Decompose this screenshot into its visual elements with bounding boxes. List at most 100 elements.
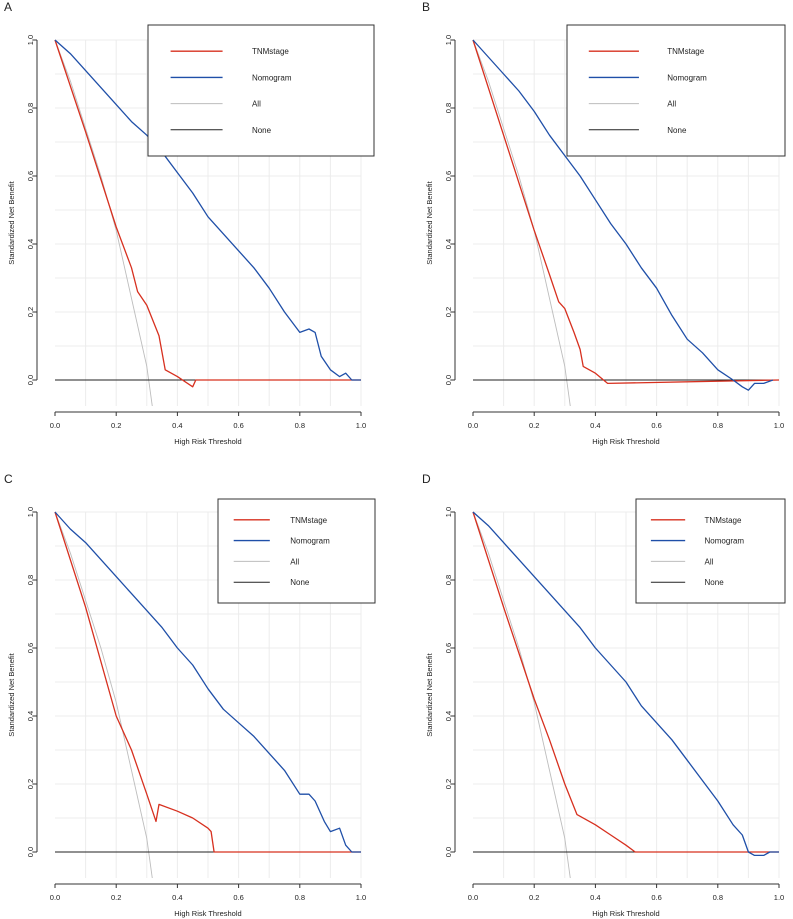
x-tick-label: 0.8 bbox=[713, 893, 723, 902]
x-tick-label: 0.2 bbox=[529, 421, 539, 430]
x-tick-label: 0.8 bbox=[295, 421, 305, 430]
y-tick-label: 0.2 bbox=[444, 779, 453, 789]
x-tick-label: 0.4 bbox=[172, 893, 182, 902]
x-tick-label: 0.2 bbox=[111, 421, 121, 430]
legend: TNMstage Nomogram All None bbox=[566, 24, 786, 157]
y-tick-label: 0.6 bbox=[444, 171, 453, 181]
legend-label: All bbox=[290, 557, 299, 566]
y-tick-label: 0.0 bbox=[26, 375, 35, 385]
legend-label: TNMstage bbox=[252, 47, 289, 56]
y-tick-label: 1.0 bbox=[444, 507, 453, 517]
y-tick-label: 0.8 bbox=[444, 103, 453, 113]
x-tick-label: 0.0 bbox=[468, 421, 478, 430]
x-tick-label: 0.8 bbox=[295, 893, 305, 902]
x-axis-title: High Risk Threshold bbox=[592, 437, 659, 446]
legend-label: Nomogram bbox=[667, 73, 707, 82]
series-line-tnmstage bbox=[54, 39, 361, 388]
y-axis-title: Standardized Net Benefit bbox=[425, 652, 434, 736]
chart-panel-d: D 0.0 0.2 0.4 0.6 0.8 1.0 0.0 0.2 0.4 0.6 0.8 1.0 Hig… bbox=[422, 472, 786, 918]
legend-label: None bbox=[705, 578, 725, 587]
legend-label: TNMstage bbox=[290, 516, 327, 525]
legend-label: Nomogram bbox=[252, 73, 292, 82]
legend: TNMstage Nomogram All None bbox=[217, 498, 376, 604]
y-tick-label: 0.0 bbox=[444, 847, 453, 857]
legend-label: All bbox=[252, 100, 261, 109]
x-tick-label: 0.0 bbox=[468, 893, 478, 902]
series-line-nomogram bbox=[472, 511, 779, 857]
series-line-nomogram bbox=[472, 39, 774, 391]
y-tick-label: 0.0 bbox=[26, 847, 35, 857]
legend-box bbox=[147, 24, 375, 157]
legend-box bbox=[217, 498, 376, 604]
legend-label: None bbox=[290, 578, 310, 587]
y-tick-label: 0.0 bbox=[444, 375, 453, 385]
y-tick-label: 0.4 bbox=[26, 711, 35, 721]
x-tick-label: 1.0 bbox=[356, 421, 366, 430]
x-axis-title: High Risk Threshold bbox=[174, 909, 241, 918]
x-tick-label: 0.4 bbox=[590, 421, 600, 430]
x-tick-label: 1.0 bbox=[774, 421, 784, 430]
x-axis-title: High Risk Threshold bbox=[592, 909, 659, 918]
y-axis-title: Standardized Net Benefit bbox=[7, 180, 16, 264]
y-tick-label: 0.6 bbox=[26, 643, 35, 653]
y-tick-label: 0.2 bbox=[26, 307, 35, 317]
y-tick-label: 0.4 bbox=[444, 711, 453, 721]
panel-label: A bbox=[4, 0, 12, 14]
x-tick-label: 1.0 bbox=[356, 893, 366, 902]
x-tick-label: 0.6 bbox=[233, 421, 243, 430]
x-tick-label: 1.0 bbox=[774, 893, 784, 902]
x-tick-label: 0.8 bbox=[713, 421, 723, 430]
x-tick-label: 0.0 bbox=[50, 421, 60, 430]
y-tick-label: 0.8 bbox=[26, 103, 35, 113]
legend-label: None bbox=[252, 126, 272, 135]
legend-label: Nomogram bbox=[705, 537, 745, 546]
series-line-all bbox=[54, 39, 153, 406]
x-tick-label: 0.4 bbox=[590, 893, 600, 902]
y-tick-label: 1.0 bbox=[26, 35, 35, 45]
x-tick-label: 0.2 bbox=[529, 893, 539, 902]
y-tick-label: 0.8 bbox=[26, 575, 35, 585]
chart-panel-a: A 0.0 0.2 0.4 0.6 0.8 1.0 0.0 0.2 0.4 0.6 0.8 1.0 Hig… bbox=[4, 0, 375, 446]
series-line-tnmstage bbox=[54, 511, 361, 853]
panel-label: B bbox=[422, 0, 430, 14]
legend-label: All bbox=[667, 100, 676, 109]
x-tick-label: 0.6 bbox=[651, 893, 661, 902]
y-axis-title: Standardized Net Benefit bbox=[7, 652, 16, 736]
panel-label: D bbox=[422, 472, 431, 486]
legend-label: All bbox=[705, 557, 714, 566]
chart-panel-b: B 0.0 0.2 0.4 0.6 0.8 1.0 0.0 0.2 0.4 0.6 0.8 1.0 Hig… bbox=[422, 0, 786, 446]
x-tick-label: 0.6 bbox=[651, 421, 661, 430]
series-line-tnmstage bbox=[472, 511, 779, 853]
y-axis-title: Standardized Net Benefit bbox=[425, 180, 434, 264]
y-tick-label: 0.2 bbox=[444, 307, 453, 317]
series-line-nomogram bbox=[54, 39, 361, 381]
panel-label: C bbox=[4, 472, 13, 486]
x-tick-label: 0.2 bbox=[111, 893, 121, 902]
legend: TNMstage Nomogram All None bbox=[635, 498, 786, 604]
y-tick-label: 0.6 bbox=[26, 171, 35, 181]
legend-label: TNMstage bbox=[705, 516, 742, 525]
x-tick-label: 0.6 bbox=[233, 893, 243, 902]
x-axis-title: High Risk Threshold bbox=[174, 437, 241, 446]
y-tick-label: 0.6 bbox=[444, 643, 453, 653]
series-line-all bbox=[472, 511, 571, 878]
series-line-all bbox=[54, 511, 153, 878]
series-line-all bbox=[472, 39, 571, 406]
y-tick-label: 0.2 bbox=[26, 779, 35, 789]
chart-panel-c: C 0.0 0.2 0.4 0.6 0.8 1.0 0.0 0.2 0.4 0.6 0.8 1.0 Hig… bbox=[4, 472, 376, 918]
y-tick-label: 0.4 bbox=[26, 239, 35, 249]
legend-box bbox=[635, 498, 786, 604]
legend-label: Nomogram bbox=[290, 537, 330, 546]
x-tick-label: 0.0 bbox=[50, 893, 60, 902]
y-tick-label: 0.4 bbox=[444, 239, 453, 249]
legend-label: None bbox=[667, 126, 687, 135]
legend: TNMstage Nomogram All None bbox=[147, 24, 375, 157]
legend-label: TNMstage bbox=[667, 47, 704, 56]
y-tick-label: 0.8 bbox=[444, 575, 453, 585]
legend-box bbox=[566, 24, 786, 157]
y-tick-label: 1.0 bbox=[26, 507, 35, 517]
y-tick-label: 1.0 bbox=[444, 35, 453, 45]
series-line-nomogram bbox=[54, 511, 361, 853]
series-line-tnmstage bbox=[472, 39, 780, 385]
